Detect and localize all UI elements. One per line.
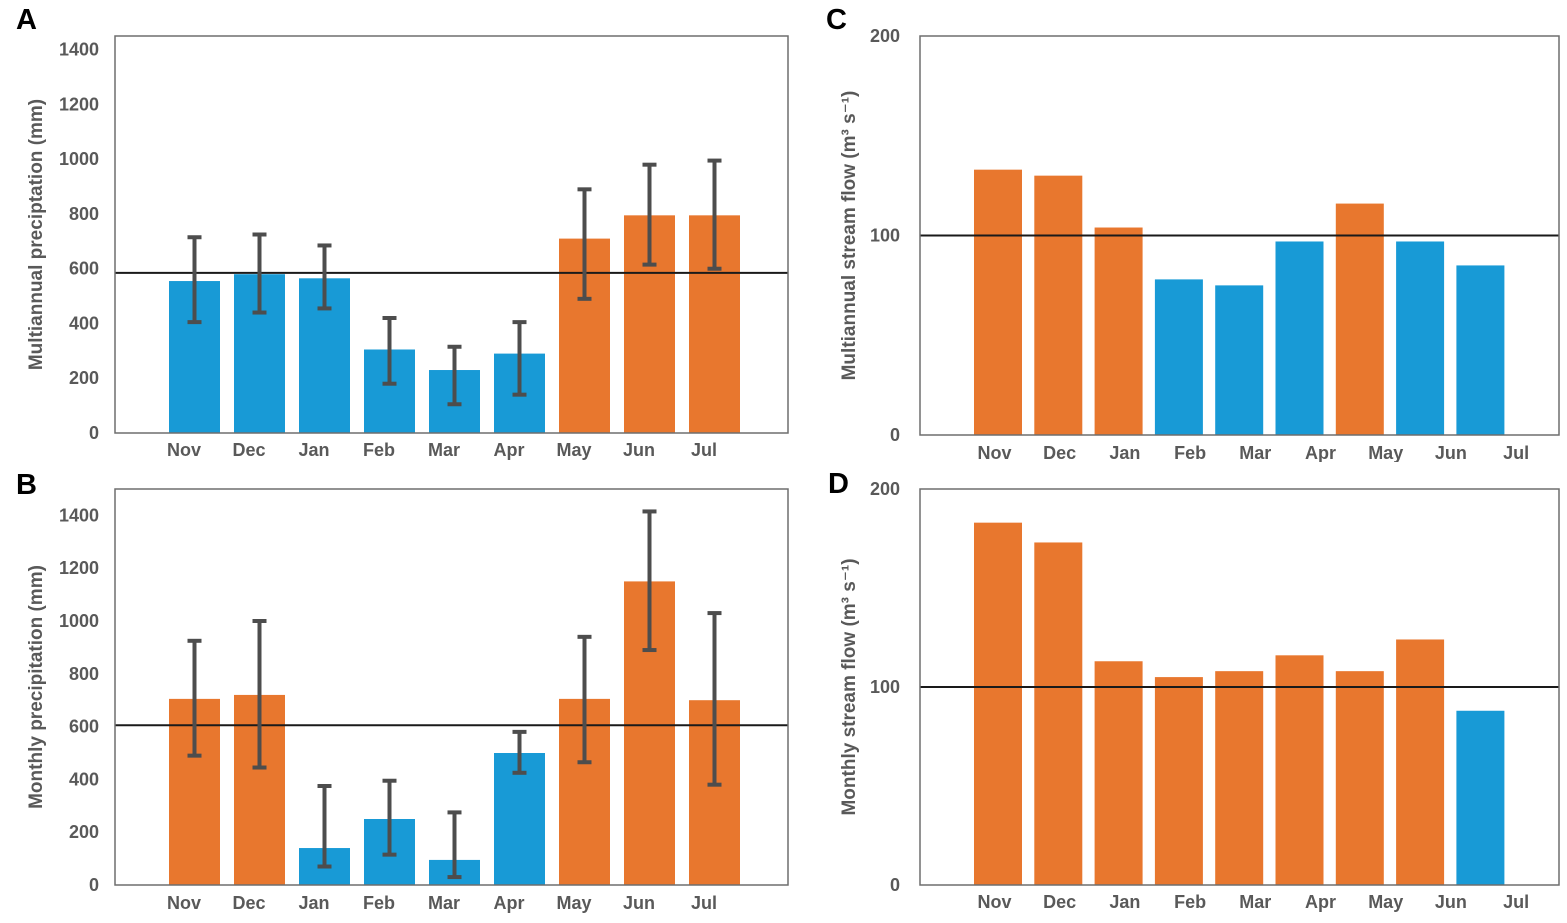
y-tick-label-a-1400: 1400 (59, 40, 99, 60)
bar-c-nov (974, 169, 1022, 436)
y-tick-label-a-800: 800 (69, 204, 99, 224)
bar-d-mar (1215, 671, 1264, 885)
panel-letter-a: A (16, 4, 37, 36)
y-tick-label-d-100: 100 (870, 677, 900, 697)
x-tick-label-c-nov: Nov (977, 443, 1011, 462)
bar-d-nov (974, 522, 1022, 885)
y-axis-title-b: Monthly precipitation (mm) (26, 565, 47, 809)
panel-letter-c: C (826, 4, 847, 36)
y-tick-label-c-0: 0 (890, 425, 900, 445)
x-tick-label-a-nov: Nov (167, 440, 201, 460)
y-tick-label-a-0: 0 (89, 423, 99, 443)
panel-b-monthly-precipitation-chart: 0 200 400 600 800 1000 1200 1400 Nov Dec Jan Feb Mar… (26, 488, 789, 913)
bar-d-may (1335, 671, 1384, 885)
x-tick-label-d-nov: Nov (977, 892, 1011, 912)
y-tick-label-b-200: 200 (69, 822, 99, 842)
plot-border-d (919, 488, 1560, 886)
x-tick-label-b-jan: Jan (298, 893, 329, 913)
bar-c-jun (1396, 241, 1445, 435)
y-tick-label-a-400: 400 (69, 313, 99, 333)
bar-c-jan (1094, 227, 1143, 435)
y-tick-label-b-1000: 1000 (59, 611, 99, 631)
x-tick-label-c-jan: Jan (1109, 443, 1140, 462)
y-axis-title-a: Multiannual preciptation (mm) (26, 99, 47, 370)
x-tick-label-a-jun: Jun (623, 440, 655, 460)
x-tick-label-b-nov: Nov (167, 893, 201, 913)
x-tick-label-d-dec: Dec (1043, 892, 1076, 912)
x-tick-label-d-mar: Mar (1239, 892, 1271, 912)
panel-a-multiannual-precipitation-chart: 0 200 400 600 800 1000 1200 1400 Nov Dec Jan Feb Mar… (26, 35, 789, 460)
bar-c-may (1335, 203, 1384, 435)
x-tick-label-c-apr: Apr (1305, 443, 1336, 462)
x-tick-label-a-apr: Apr (494, 440, 525, 460)
x-tick-label-a-feb: Feb (363, 440, 395, 460)
x-tick-label-d-jun: Jun (1435, 892, 1467, 912)
bar-c-apr (1275, 241, 1324, 435)
panel-d-monthly-stream-flow-chart: 0 100 200 Nov Dec Jan Feb Mar Apr May Jun Jul Monthl… (839, 479, 1560, 912)
bar-c-feb (1154, 279, 1203, 435)
bar-d-dec (1034, 542, 1083, 885)
x-tick-label-b-apr: Apr (494, 893, 525, 913)
panel-letter-d: D (828, 468, 849, 500)
bar-c-mar (1215, 285, 1264, 435)
x-tick-label-d-apr: Apr (1305, 892, 1336, 912)
bar-b-apr (494, 753, 545, 885)
y-tick-label-b-0: 0 (89, 875, 99, 895)
x-tick-label-d-may: May (1368, 892, 1403, 912)
bar-d-jan (1094, 661, 1143, 885)
x-tick-label-a-mar: Mar (428, 440, 460, 460)
x-tick-label-d-feb: Feb (1174, 892, 1206, 912)
x-tick-label-b-may: May (556, 893, 591, 913)
bar-d-jun (1396, 639, 1445, 885)
x-tick-label-a-may: May (556, 440, 591, 460)
y-tick-label-b-1200: 1200 (59, 558, 99, 578)
x-tick-label-d-jul: Jul (1503, 892, 1529, 912)
y-tick-label-a-1200: 1200 (59, 94, 99, 114)
x-tick-label-a-jul: Jul (691, 440, 717, 460)
x-tick-label-c-mar: Mar (1239, 443, 1271, 462)
y-tick-label-d-0: 0 (890, 875, 900, 895)
y-tick-label-a-200: 200 (69, 368, 99, 388)
y-axis-title-c: Multiannual stream flow (m³ s⁻¹) (839, 91, 860, 381)
plot-border-c (919, 35, 1560, 436)
x-tick-label-a-dec: Dec (232, 440, 265, 460)
plot-border-b (114, 488, 789, 886)
y-tick-label-c-100: 100 (870, 226, 900, 246)
y-tick-label-b-800: 800 (69, 664, 99, 684)
bar-d-feb (1154, 677, 1203, 885)
x-tick-label-c-dec: Dec (1043, 443, 1076, 462)
panel-c-multiannual-stream-flow-chart: 0 100 200 Nov Dec Jan Feb Mar Apr May Jun Jul Multia… (839, 26, 1560, 462)
x-tick-label-b-feb: Feb (363, 893, 395, 913)
x-tick-label-c-feb: Feb (1174, 443, 1206, 462)
plot-border-a (114, 35, 789, 434)
x-tick-label-b-jun: Jun (623, 893, 655, 913)
x-tick-label-b-mar: Mar (428, 893, 460, 913)
y-tick-label-b-400: 400 (69, 769, 99, 789)
y-tick-label-a-1000: 1000 (59, 149, 99, 169)
y-tick-label-d-200: 200 (870, 479, 900, 499)
x-tick-label-d-jan: Jan (1109, 892, 1140, 912)
bar-c-dec (1034, 175, 1083, 435)
panel-letter-b: B (16, 469, 37, 501)
y-tick-label-a-600: 600 (69, 259, 99, 279)
x-tick-label-a-jan: Jan (298, 440, 329, 460)
y-tick-label-c-200: 200 (870, 26, 900, 46)
bar-d-jul (1456, 710, 1505, 885)
bar-c-jul (1456, 265, 1505, 435)
x-tick-label-b-dec: Dec (232, 893, 265, 913)
x-tick-label-c-jun: Jun (1435, 443, 1467, 462)
x-tick-label-c-jul: Jul (1503, 443, 1529, 462)
y-axis-title-d: Monthly stream flow (m³ s⁻¹) (839, 558, 860, 815)
x-tick-label-c-may: May (1368, 443, 1403, 462)
bar-d-apr (1275, 655, 1324, 885)
y-tick-label-b-1400: 1400 (59, 505, 99, 525)
y-tick-label-b-600: 600 (69, 717, 99, 737)
x-tick-label-b-jul: Jul (691, 893, 717, 913)
